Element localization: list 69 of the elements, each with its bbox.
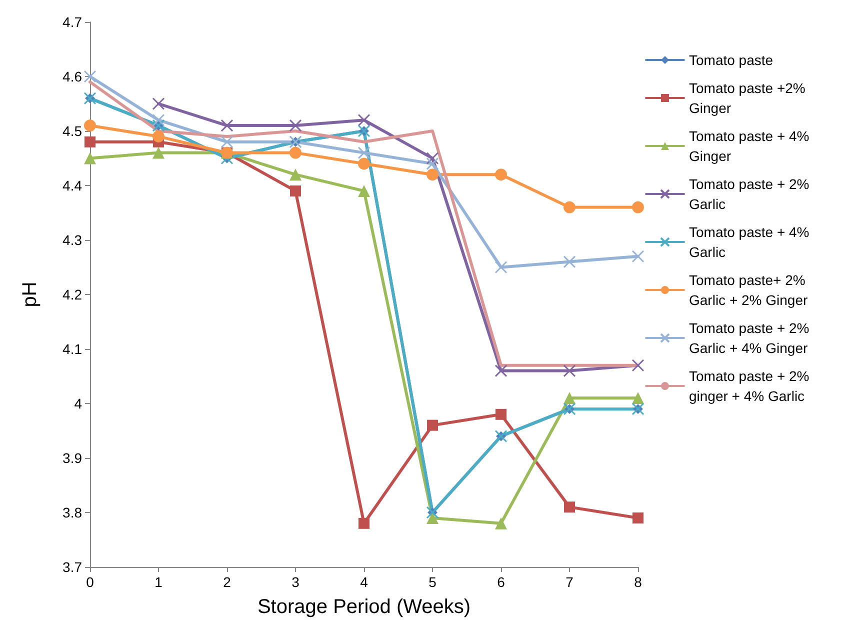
point (632, 512, 644, 524)
y-tick-label: 3.8 (62, 504, 82, 520)
point (563, 364, 576, 378)
y-tick-label: 4.6 (62, 68, 82, 84)
x-tick-label: 0 (86, 574, 94, 590)
point (563, 256, 576, 268)
y-tick-label: 4 (74, 396, 82, 412)
point (84, 120, 96, 132)
legend-label: Tomato paste + 4% Garlic (689, 224, 814, 260)
point (632, 201, 644, 214)
point (632, 392, 644, 404)
legend-label: Tomato paste + 2% Garlic (689, 176, 814, 212)
y-tick-label: 4.4 (62, 178, 82, 194)
point (84, 70, 96, 83)
point (426, 157, 439, 170)
y-axis-title: pH (19, 282, 41, 308)
point (220, 119, 234, 132)
point (84, 152, 96, 164)
point (358, 114, 370, 126)
point (289, 119, 302, 132)
point (290, 185, 301, 196)
point (290, 146, 302, 159)
x-tick-label: 2 (223, 574, 232, 590)
legend-label: Tomato paste + 4% Ginger (689, 128, 814, 164)
point (495, 517, 507, 530)
point (564, 502, 575, 513)
y-tick-label: 4.2 (62, 286, 82, 302)
x-tick-label: 3 (292, 574, 300, 590)
point (496, 408, 506, 420)
legend-label: Tomato paste + 2% Garlic + 4% Ginger (689, 320, 814, 356)
y-tick-label: 4.1 (62, 341, 82, 357)
legend-label: Tomato paste+ 2% Garlic + 2% Ginger (689, 272, 810, 308)
point (494, 364, 508, 378)
point (290, 168, 302, 181)
x-tick-label: 8 (634, 574, 642, 590)
point (152, 146, 164, 159)
x-tick-label: 6 (497, 574, 506, 590)
x-tick-label: 4 (360, 574, 368, 590)
legend-label: Tomato paste +2% Ginger (689, 80, 810, 116)
point (564, 201, 576, 214)
y-tick-label: 3.7 (62, 559, 82, 575)
point (152, 98, 165, 110)
point (632, 359, 644, 372)
point (358, 518, 370, 529)
point (152, 130, 164, 142)
x-axis-title: Storage Period (Weeks) (257, 596, 471, 618)
point (427, 420, 438, 431)
y-tick-label: 4.3 (62, 232, 82, 248)
x-tick-label: 7 (566, 574, 574, 590)
point (152, 114, 165, 126)
point (632, 250, 644, 263)
point (426, 168, 438, 181)
point (358, 146, 370, 160)
point (564, 392, 576, 404)
point (426, 152, 439, 164)
point (220, 136, 234, 148)
x-tick-label: 1 (154, 574, 163, 590)
point (84, 136, 96, 148)
line-series (88, 80, 640, 367)
y-tick-label: 4.5 (62, 123, 82, 139)
point (494, 261, 508, 274)
y-tick-label: 4.7 (62, 14, 82, 30)
y-tick-label: 3.9 (62, 450, 82, 466)
point (358, 184, 370, 197)
legend-label: Tomato paste + 2% ginger + 4% Garlic (689, 368, 814, 404)
point (495, 168, 507, 181)
legend-label: Tomato paste (689, 52, 774, 68)
point (358, 158, 370, 170)
x-tick-label: 5 (428, 574, 437, 590)
